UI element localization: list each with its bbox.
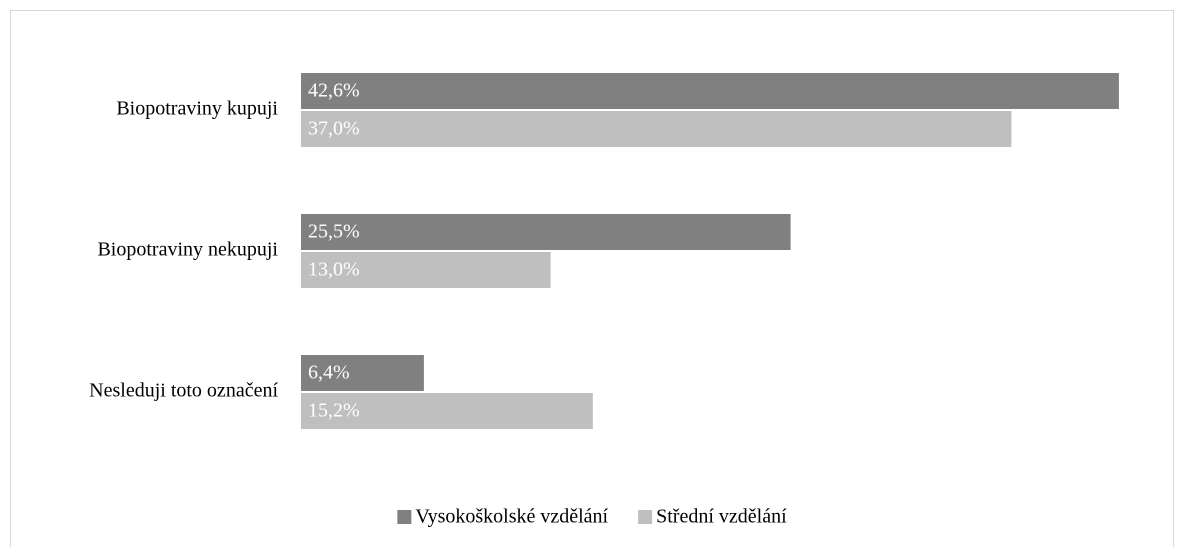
- bar: [301, 393, 593, 429]
- data-label: 42,6%: [308, 80, 360, 102]
- data-label: 37,0%: [308, 118, 360, 140]
- category-label: Nesleduji toto označení: [89, 380, 278, 402]
- category-label: Biopotraviny kupuji: [116, 98, 278, 120]
- legend-label: Střední vzdělání: [656, 506, 787, 528]
- legend-label: Vysokoškolské vzdělání: [415, 506, 608, 528]
- chart-border: [10, 10, 1174, 547]
- bar: [301, 73, 1119, 109]
- data-label: 13,0%: [308, 259, 360, 281]
- legend-swatch: [397, 510, 412, 524]
- bar: [301, 355, 424, 391]
- bar: [301, 111, 1012, 147]
- legend-swatch: [638, 510, 653, 524]
- data-label: 6,4%: [308, 362, 350, 384]
- data-label: 25,5%: [308, 221, 360, 243]
- category-label: Biopotraviny nekupuji: [97, 239, 278, 261]
- bar: [301, 252, 551, 288]
- bar: [301, 214, 791, 250]
- data-label: 15,2%: [308, 400, 360, 422]
